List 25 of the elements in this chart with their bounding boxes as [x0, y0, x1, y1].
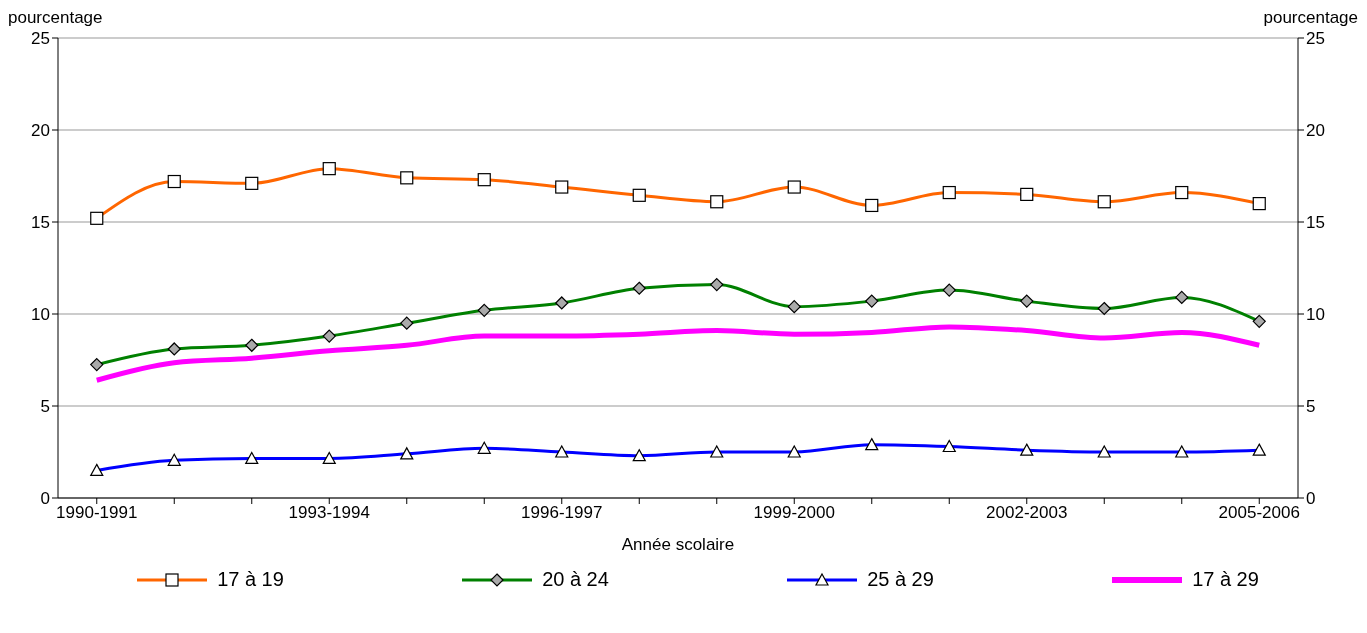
y-tick-label: 5 — [40, 397, 50, 417]
x-tick-label: 2005-2006 — [1218, 503, 1300, 523]
y2-tick-label: 10 — [1306, 305, 1325, 325]
legend-label: 17 à 19 — [217, 568, 284, 591]
x-axis-title: Année scolaire — [621, 535, 735, 554]
y-axis-title: pourcentage — [8, 8, 103, 28]
y2-tick-label: 15 — [1306, 213, 1325, 233]
y-tick-label: 15 — [31, 213, 50, 233]
y2-tick-label: 20 — [1306, 121, 1325, 141]
y2-tick-label: 5 — [1306, 397, 1316, 417]
legend-label: 25 à 29 — [867, 568, 934, 591]
legend-label: 20 à 24 — [542, 568, 609, 591]
x-tick-label: 1990-1991 — [56, 503, 138, 523]
y-tick-label: 20 — [31, 121, 50, 141]
y-tick-label: 10 — [31, 305, 50, 325]
x-tick-label: 2002-2003 — [986, 503, 1068, 523]
y-tick-label: 25 — [31, 29, 50, 49]
x-tick-label: 1996-1997 — [521, 503, 603, 523]
x-tick-label: 1999-2000 — [753, 503, 835, 523]
y2-axis-title: pourcentage — [1263, 8, 1358, 28]
y-tick-label: 0 — [40, 489, 50, 509]
y2-tick-label: 25 — [1306, 29, 1325, 49]
y2-tick-label: 0 — [1306, 489, 1316, 509]
legend-label: 17 à 29 — [1192, 568, 1259, 591]
x-tick-label: 1993-1994 — [288, 503, 370, 523]
